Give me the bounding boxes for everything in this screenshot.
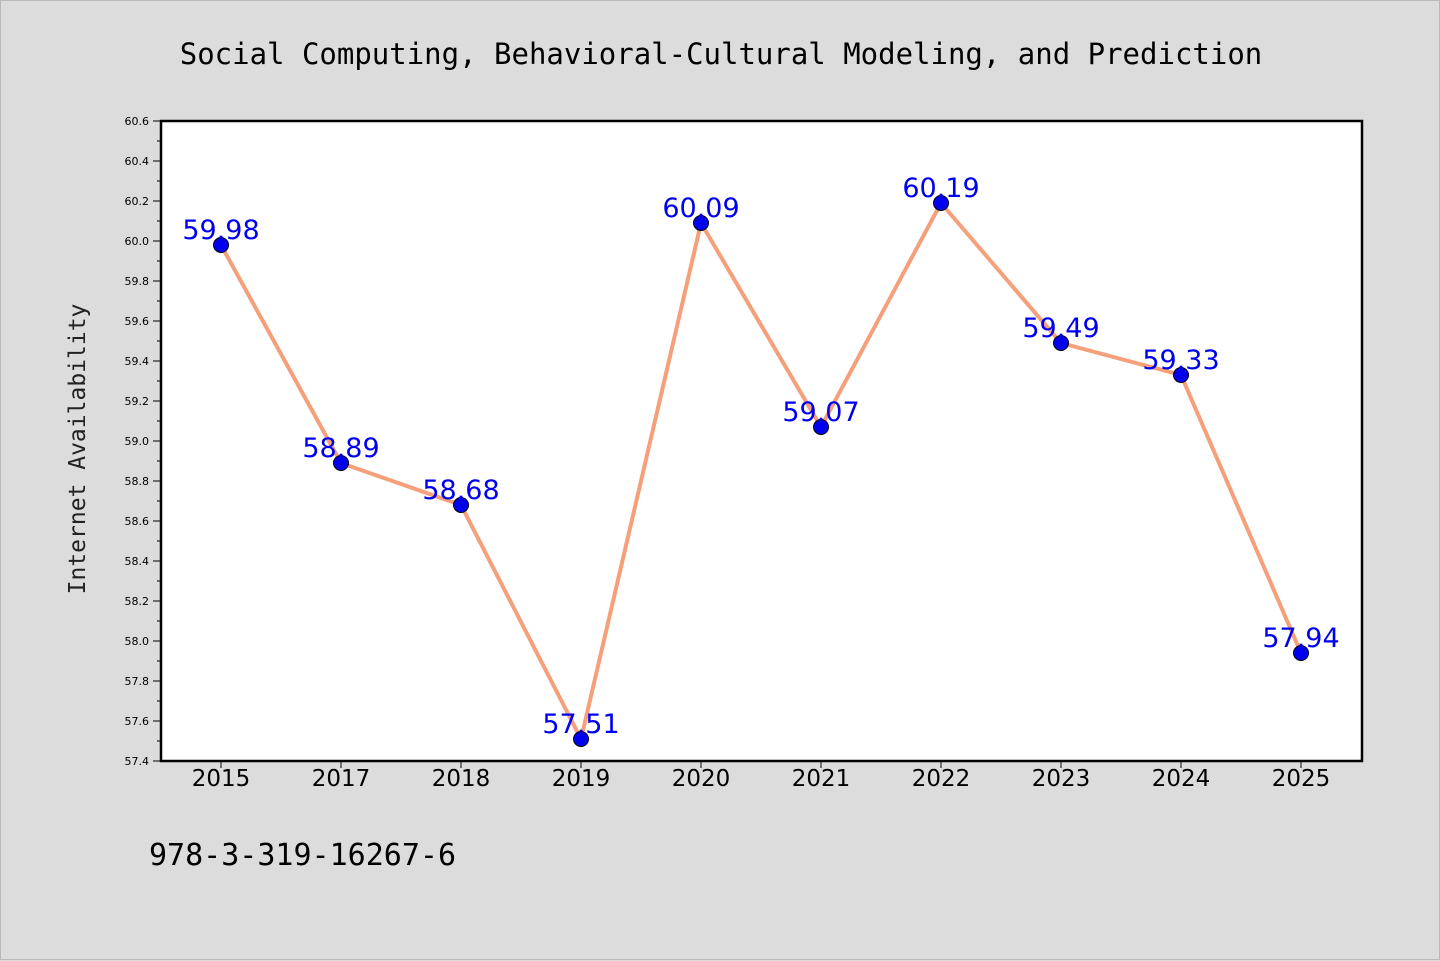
plot-area bbox=[159, 119, 1364, 763]
x-tick-label: 2017 bbox=[312, 766, 371, 792]
data-label: 58.68 bbox=[422, 475, 499, 506]
data-label: 59.33 bbox=[1142, 345, 1219, 376]
data-point bbox=[213, 237, 229, 253]
data-label: 60.19 bbox=[902, 173, 979, 204]
data-label: 59.49 bbox=[1022, 313, 1099, 344]
data-point bbox=[453, 497, 469, 513]
x-tick-label: 2015 bbox=[192, 766, 251, 792]
isbn-footnote: 978-3-319-16267-6 bbox=[149, 838, 456, 873]
y-tick-label: 60.0 bbox=[125, 235, 150, 248]
y-tick-label: 60.2 bbox=[125, 195, 150, 208]
y-tick-label: 57.6 bbox=[125, 715, 150, 728]
y-tick-label: 59.6 bbox=[125, 315, 150, 328]
data-point bbox=[813, 419, 829, 435]
data-point bbox=[1053, 335, 1069, 351]
y-tick-label: 58.8 bbox=[125, 475, 150, 488]
x-tick-label: 2019 bbox=[552, 766, 611, 792]
data-label: 57.51 bbox=[542, 709, 619, 740]
x-tick-label: 2025 bbox=[1272, 766, 1331, 792]
x-tick-label: 2022 bbox=[912, 766, 971, 792]
y-tick-label: 57.8 bbox=[125, 675, 150, 688]
y-tick-label: 57.4 bbox=[125, 755, 150, 768]
y-tick-label: 58.6 bbox=[125, 515, 150, 528]
data-label: 59.07 bbox=[782, 397, 859, 428]
y-tick-label: 60.6 bbox=[125, 115, 150, 128]
y-axis: 57.4 57.6 57.8 58.0 58.2 58.4 58.6 58.8 59.0 59.2… bbox=[125, 115, 161, 768]
data-point bbox=[693, 215, 709, 231]
data-point bbox=[333, 455, 349, 471]
data-label: 60.09 bbox=[662, 193, 739, 224]
data-point bbox=[1293, 645, 1309, 661]
y-tick-label: 59.0 bbox=[125, 435, 150, 448]
data-point bbox=[1173, 367, 1189, 383]
y-tick-label: 58.4 bbox=[125, 555, 150, 568]
data-label: 57.94 bbox=[1262, 623, 1339, 654]
y-tick-label: 60.4 bbox=[125, 155, 150, 168]
y-tick-label: 58.0 bbox=[125, 635, 150, 648]
data-label: 59.98 bbox=[182, 215, 259, 246]
y-axis-label: Internet Availability bbox=[65, 304, 91, 595]
y-tick-label: 59.2 bbox=[125, 395, 150, 408]
series-line-group: 59.98 58.89 58.68 57.51 60.09 59.07 60.19 59.49… bbox=[182, 173, 1340, 747]
x-tick-label: 2024 bbox=[1152, 766, 1211, 792]
x-axis: 2015 2017 2018 2019 2020 2021 2022 2023 2024 2025 bbox=[192, 761, 1331, 792]
x-tick-label: 2020 bbox=[672, 766, 731, 792]
y-tick-label: 59.4 bbox=[125, 355, 150, 368]
data-point bbox=[933, 195, 949, 211]
x-tick-label: 2018 bbox=[432, 766, 491, 792]
data-point bbox=[573, 731, 589, 747]
data-label: 58.89 bbox=[302, 433, 379, 464]
y-tick-label: 59.8 bbox=[125, 275, 150, 288]
chart-title: Social Computing, Behavioral-Cultural Mo… bbox=[180, 37, 1263, 71]
y-tick-label: 58.2 bbox=[125, 595, 150, 608]
series-line bbox=[219, 201, 1303, 741]
x-tick-label: 2021 bbox=[792, 766, 851, 792]
x-tick-label: 2023 bbox=[1032, 766, 1091, 792]
